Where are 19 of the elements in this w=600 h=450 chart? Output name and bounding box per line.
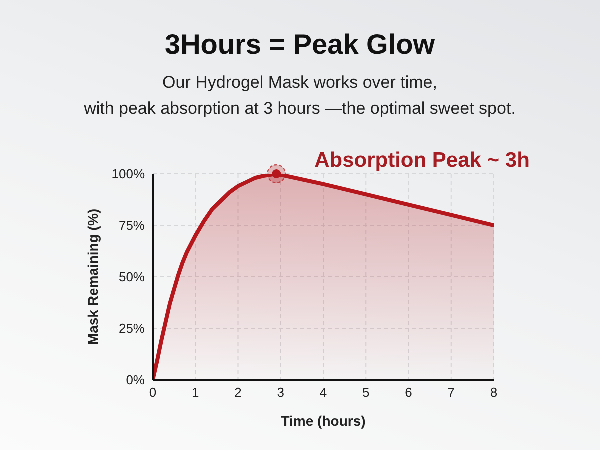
y-axis-title: Mask Remaining (%) [85, 208, 101, 346]
y-tick-label: 0% [126, 372, 146, 388]
x-tick-label: 3 [277, 385, 284, 400]
annotation: Absorption Peak ~ 3h [314, 149, 530, 172]
x-tick-label: 6 [405, 385, 412, 400]
x-tick-label: 4 [320, 385, 328, 400]
x-tick-label: 8 [490, 385, 498, 400]
y-tick-label: 50% [118, 270, 146, 285]
x-tick-label: 1 [192, 385, 200, 400]
chart-subtitle: Our Hydrogel Mask works over time, with peak absorption at 3 hours —the optimal sweet spot. [83, 72, 517, 120]
x-tick-label: 2 [234, 385, 242, 400]
y-tick-label: 75% [118, 218, 146, 234]
chart-title: 3Hours = Peak Glow [164, 28, 436, 62]
x-tick-label: 7 [448, 385, 455, 400]
x-tick-label: 0 [149, 385, 157, 400]
x-axis-title: Time (hours) [281, 413, 366, 429]
y-tick-label: 100% [112, 166, 146, 182]
x-tick-label: 5 [362, 385, 370, 400]
y-tick-label: 25% [118, 321, 146, 336]
